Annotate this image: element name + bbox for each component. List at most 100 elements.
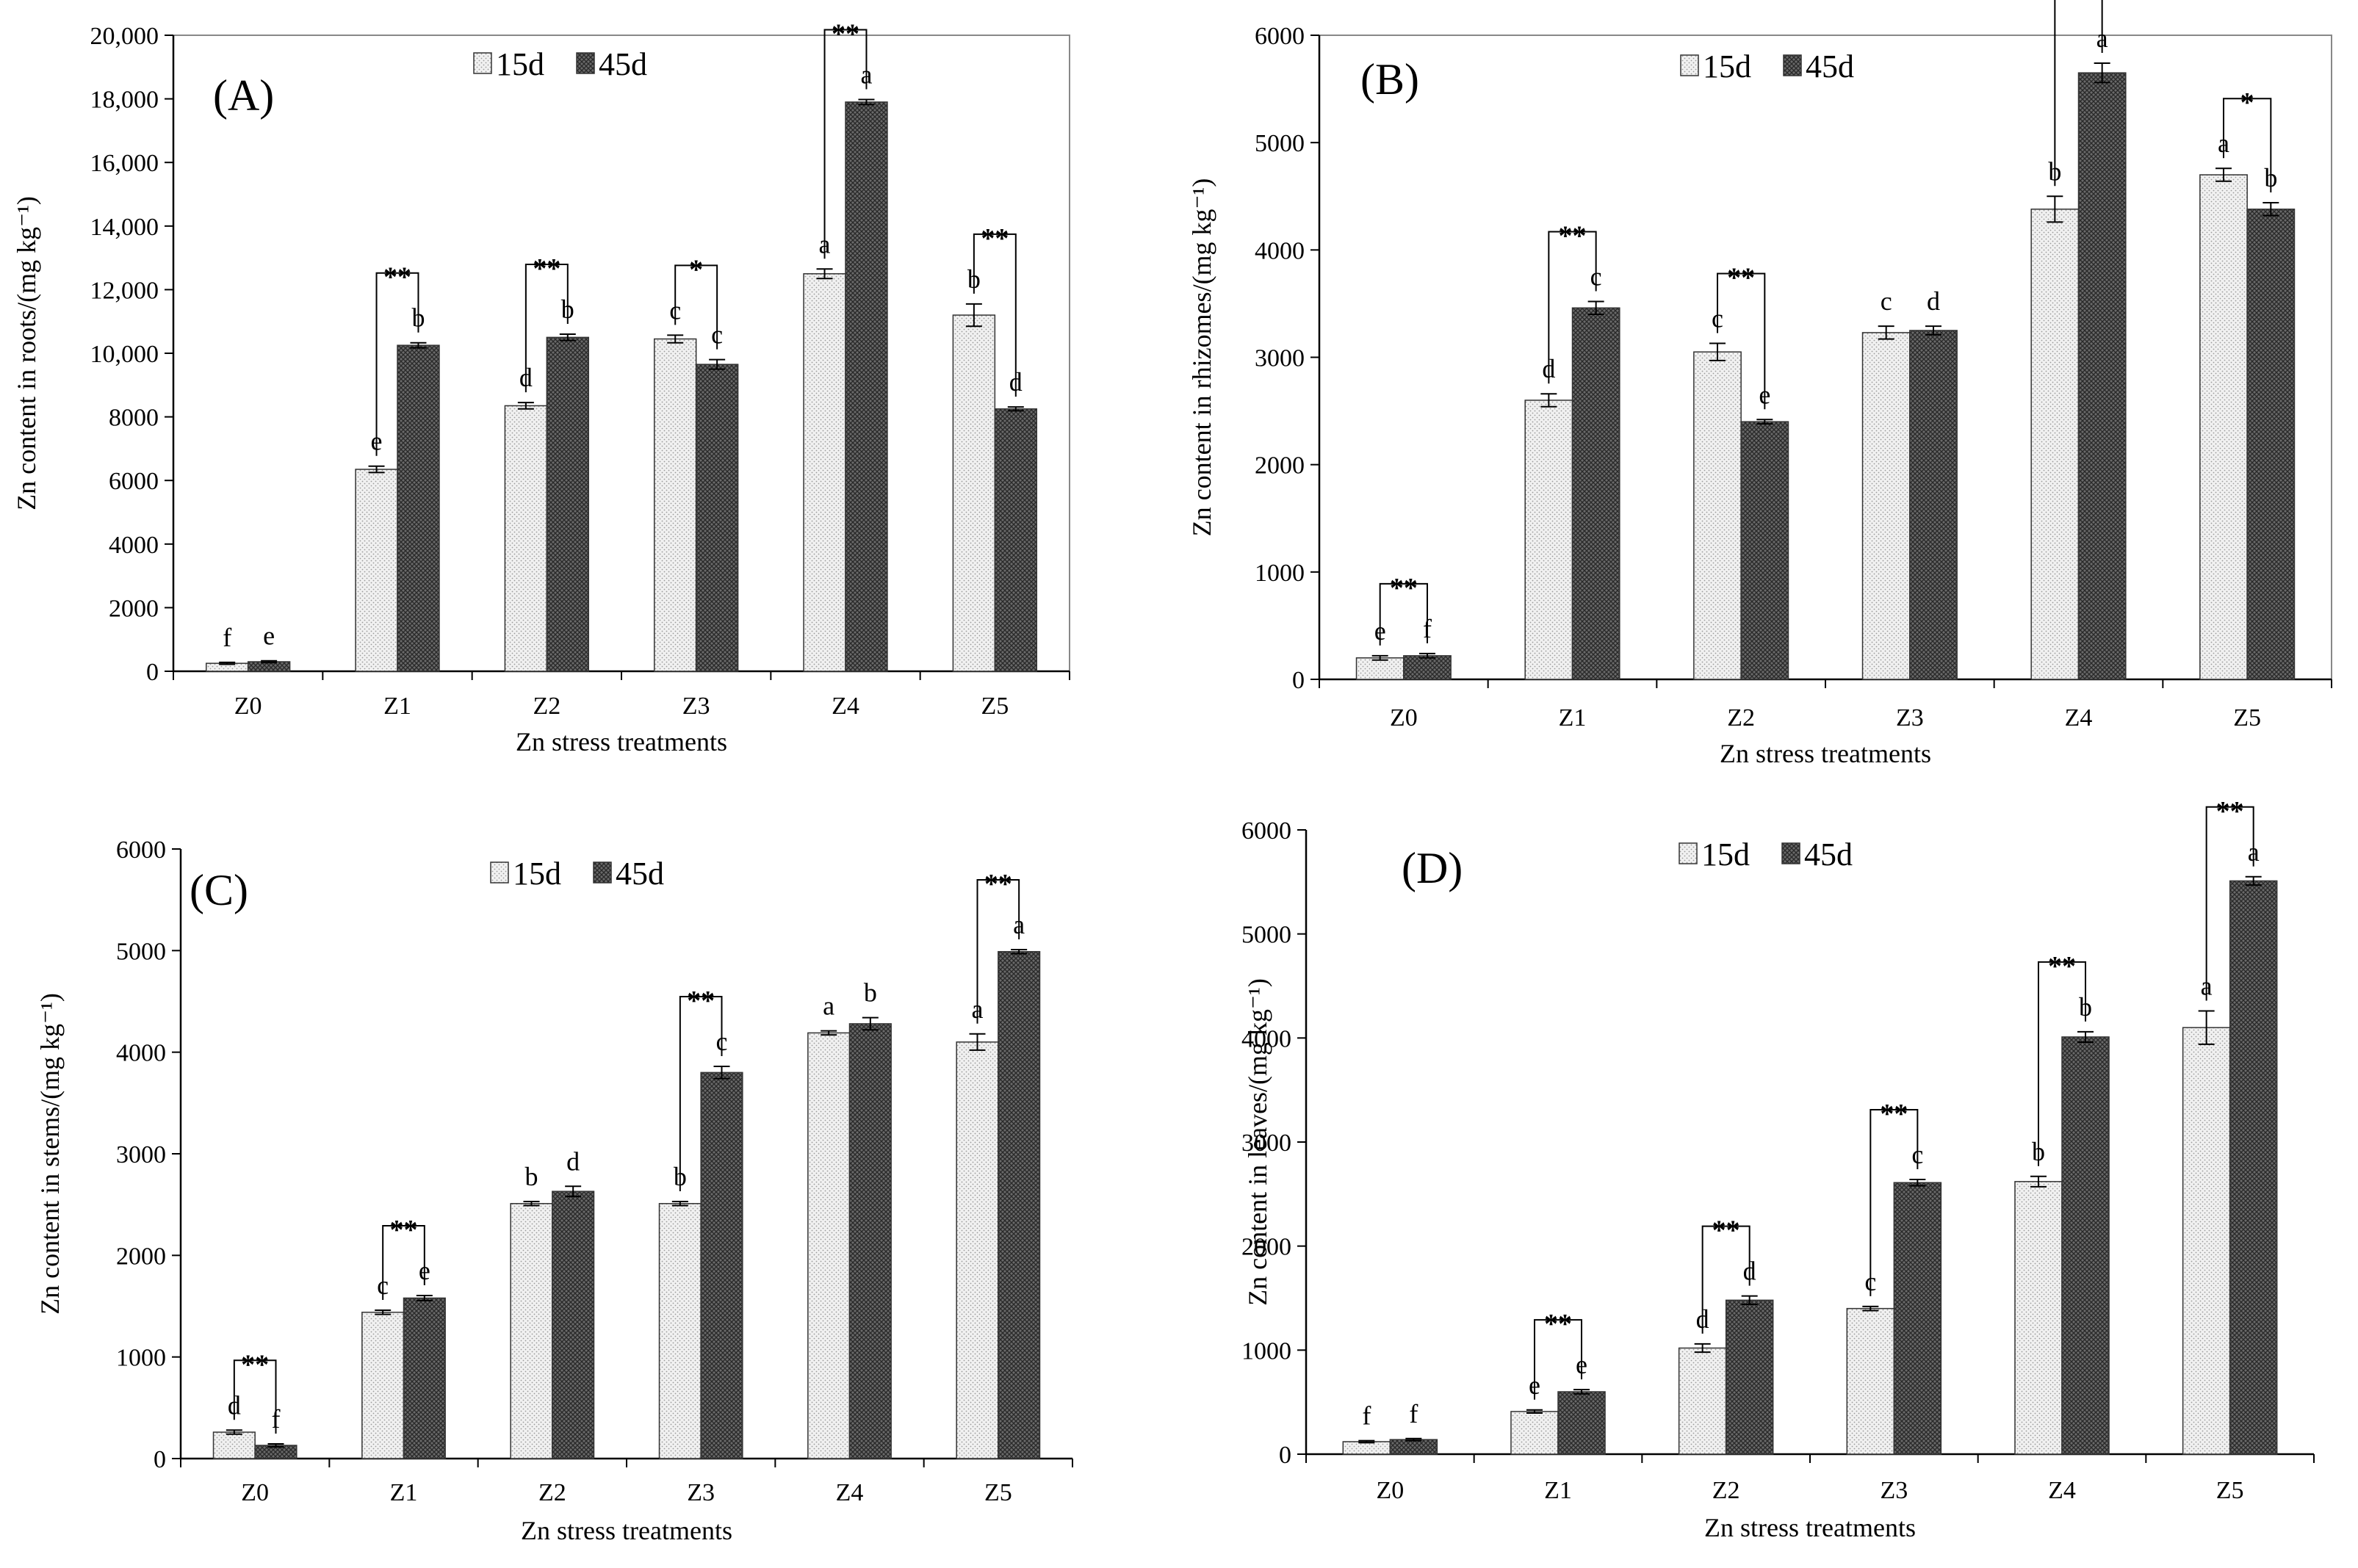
panel-c-letter-label: b (864, 978, 877, 1008)
panel-c-y-tick-label: 0 (154, 1446, 166, 1473)
panel-a-legend-swatch-15d (473, 52, 492, 74)
panel-a-frame (173, 35, 1070, 672)
panel-d-legend-swatch-15d (1679, 842, 1698, 864)
panel-b-legend-swatch-45d (1783, 54, 1802, 76)
panel-a-significance-bracket (823, 29, 868, 259)
panel-a: 0 2000 4000 6000 8000 10,000 12,000 14,000 16,00… (12, 18, 1070, 756)
panel-c-legend-label-45d: 45d (616, 856, 664, 892)
panel-a-y-tick-label: 14,000 (90, 214, 159, 241)
panel-d-x-tick-label: Z3 (1880, 1477, 1908, 1504)
panel-d-bar-45d-z0 (1389, 1439, 1438, 1455)
panel-b-bar-45d-z1 (1571, 307, 1620, 680)
panel-c-bar-15d-z4 (807, 1032, 851, 1459)
panel-d-x-tick-label: Z1 (1544, 1477, 1572, 1504)
panel-b-bar-45d-z5 (2246, 209, 2296, 680)
panel-d-letter-label: f (1362, 1401, 1371, 1431)
panel-d-x-tick-label: Z5 (2216, 1477, 2244, 1504)
panel-a-x-tick-label: Z2 (533, 693, 560, 720)
panel-c-bar-45d-z5 (998, 950, 1041, 1459)
panel-b-bar-15d-z0 (1355, 657, 1405, 680)
panel-b-x-tick-label: Z0 (1390, 704, 1418, 731)
panel-a-bar-15d-z2 (504, 405, 548, 672)
panel-c-bar-45d-z2 (552, 1191, 595, 1459)
panel-d-legend-label-15d: 15d (1701, 837, 1750, 872)
panel-c-y-tick-label: 6000 (116, 837, 166, 864)
panel-b-label: (B) (1360, 55, 1419, 104)
panel-c-letter-label: b (525, 1162, 538, 1191)
panel-d-bar-45d-z5 (2229, 880, 2278, 1455)
panel-b-significance-mark: ** (1390, 573, 1418, 604)
panel-b-bar-15d-z2 (1693, 351, 1742, 680)
panel-b-significance-bracket (1717, 272, 1766, 410)
panel-c-bar-15d-z0 (212, 1431, 256, 1459)
panel-d-significance-bracket (1870, 1109, 1919, 1296)
panel-b-bar-15d-z1 (1524, 400, 1573, 680)
panel-d-y-tick-label: 5000 (1241, 922, 1291, 949)
panel-b-significance-mark: ** (1727, 262, 1755, 293)
panel-b-significance-bracket (2223, 98, 2272, 193)
panel-a-bar-15d-z1 (355, 469, 398, 672)
panel-b-legend-label-15d: 15d (1703, 48, 1751, 84)
panel-b-bar-45d-z0 (1403, 655, 1452, 680)
panel-d-bar-45d-z2 (1725, 1299, 1774, 1455)
panel-a-x-tick-label: Z5 (981, 693, 1009, 720)
panel-a-y-tick-label: 12,000 (90, 277, 159, 304)
panel-a-y-tick-label: 6000 (109, 468, 159, 495)
panel-a-x-tick-label: Z4 (832, 693, 859, 720)
panel-d-significance-bracket (1701, 1225, 1751, 1334)
panel-b-y-tick-label: 4000 (1255, 237, 1305, 264)
panel-b-y-tick-label: 3000 (1255, 345, 1305, 372)
panel-b-significance-bracket (2054, 0, 2103, 187)
panel-d-y-tick-label: 3000 (1241, 1130, 1291, 1157)
panel-c-significance-mark: ** (390, 1215, 418, 1246)
panel-a-legend-label-15d: 15d (496, 46, 544, 82)
panel-c-y-tick-label: 5000 (116, 938, 166, 965)
panel-d-letter-label: f (1409, 1399, 1418, 1428)
panel-d-y-tick-label: 4000 (1241, 1025, 1291, 1052)
panel-d-significance-mark: ** (2048, 951, 2076, 982)
panel-c-legend-swatch-15d (490, 861, 509, 884)
panel-b-x-tick-label: Z2 (1727, 704, 1755, 731)
panel-b-y-tick-label: 5000 (1255, 130, 1305, 157)
panel-a-y-tick-label: 18,000 (90, 87, 159, 114)
panel-d-significance-mark: ** (1712, 1215, 1740, 1246)
panel-b-x-tick-label: Z3 (1896, 704, 1924, 731)
panel-c-significance-mark: ** (687, 986, 715, 1016)
panel-c-y-tick-label: 4000 (116, 1040, 166, 1067)
panel-a-x-tick-label: Z3 (682, 693, 710, 720)
panel-b-legend-swatch-15d (1680, 54, 1699, 76)
panel-b-bar-15d-z5 (2199, 174, 2248, 680)
panel-a-y-tick-label: 8000 (109, 405, 159, 432)
panel-c-y-tick-label: 2000 (116, 1243, 166, 1270)
panel-b-frame (1319, 35, 2332, 680)
panel-c-bar-15d-z2 (510, 1203, 553, 1459)
panel-a-bar-15d-z4 (803, 273, 846, 672)
panel-a-bar-45d-z1 (397, 344, 440, 672)
panel-a-y-tick-label: 20,000 (90, 23, 159, 50)
panel-a-y-tick-label: 10,000 (90, 341, 159, 368)
panel-d-y-axis-title: Zn content in leaves/(mg kg⁻¹) (1243, 978, 1272, 1306)
panel-c-x-tick-label: Z4 (836, 1479, 864, 1506)
panel-d-significance-mark: ** (1880, 1099, 1908, 1130)
panel-a-significance-bracket (973, 233, 1017, 397)
panel-d-bar-15d-z4 (2014, 1181, 2063, 1455)
panel-d-y-tick-label: 6000 (1241, 817, 1291, 845)
panel-b-bar-15d-z3 (1861, 332, 1911, 680)
panel-c-bar-15d-z5 (956, 1041, 999, 1459)
panel-d-bar-15d-z1 (1510, 1411, 1559, 1455)
panel-b-legend-label-45d: 45d (1806, 48, 1854, 84)
panel-b-x-tick-label: Z1 (1559, 704, 1587, 731)
panel-a-significance-bracket (524, 264, 569, 393)
panel-d-legend-swatch-45d (1781, 842, 1800, 864)
panel-c-x-axis-title: Zn stress treatments (521, 1516, 732, 1545)
panel-c-letter-label: d (566, 1146, 580, 1176)
panel-c-x-tick-label: Z0 (241, 1479, 269, 1506)
panel-c-x-tick-label: Z2 (538, 1479, 566, 1506)
panel-c-x-tick-label: Z3 (687, 1479, 715, 1506)
panel-a-label: (A) (213, 71, 274, 120)
panel-d-bar-15d-z2 (1678, 1347, 1727, 1455)
panel-d-x-tick-label: Z4 (2048, 1477, 2076, 1504)
panel-c-legend-label-15d: 15d (513, 856, 561, 892)
panel-b-y-tick-label: 2000 (1255, 452, 1305, 480)
panel-c-bar-45d-z3 (700, 1072, 743, 1459)
